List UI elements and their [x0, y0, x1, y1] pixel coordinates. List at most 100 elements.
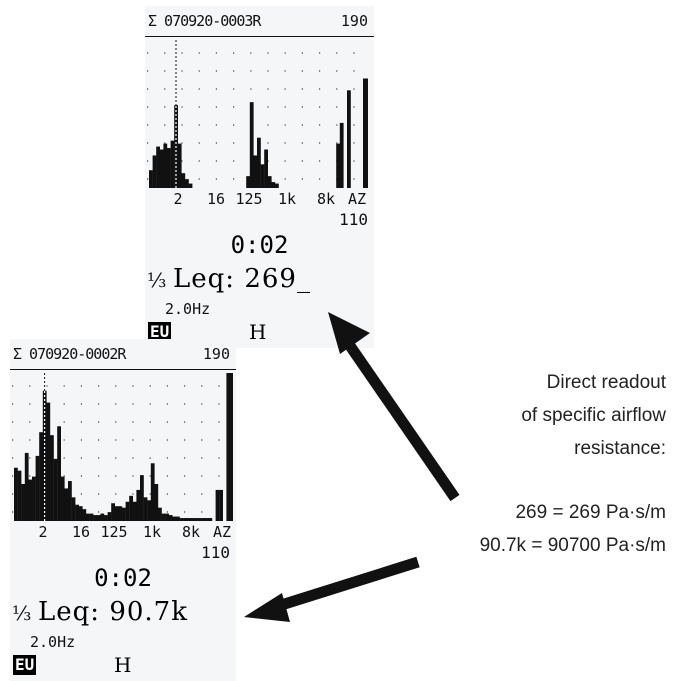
- tick-label: AZ: [212, 523, 232, 541]
- tick-label: 16: [206, 190, 226, 208]
- elapsed-time: 0:02: [94, 564, 152, 592]
- range-value: 190: [202, 345, 230, 363]
- tick-label: 8k: [181, 523, 201, 541]
- tick-label: 8k: [316, 190, 336, 208]
- annotation-line: Direct readout: [546, 372, 666, 393]
- spectrum-bar: [170, 140, 175, 188]
- meter-screen-a: Σ 070920-0003R 190 2 16 125 1k 8k AZ 110…: [145, 6, 374, 348]
- spectrum-bar: [64, 488, 69, 521]
- spectrum-bar: [249, 102, 254, 188]
- spectrum-bar: [21, 484, 25, 521]
- spectrum-bar: [168, 515, 173, 521]
- spectrum-bar: [154, 484, 159, 521]
- spectrum-bar: [122, 507, 126, 521]
- spectrum-bar: [125, 501, 130, 521]
- spectrum-bar: [71, 497, 76, 521]
- spectrum-bar: [136, 489, 141, 521]
- spectrum-bar: [163, 143, 168, 188]
- leq-readout: Leq: 90.7k: [38, 597, 188, 627]
- spectrum-bar: [204, 518, 209, 521]
- spectrum-bar: [89, 513, 94, 521]
- spectrum-bar: [253, 155, 258, 188]
- spectrum-bar: [257, 137, 261, 188]
- spectrum-bar: [75, 504, 79, 521]
- spectrum-bar: [118, 506, 123, 521]
- spectrum-bar: [60, 476, 65, 521]
- arrow-to-top-readout: [341, 336, 460, 502]
- eu-badge: EU: [148, 322, 172, 342]
- spectrum-bar: [152, 155, 157, 188]
- spectrum-bar: [177, 143, 182, 188]
- az-bar: [228, 373, 233, 521]
- screen-header: Σ 070920-0002R 190: [10, 339, 236, 370]
- annotation-line: of specific airflow: [521, 405, 666, 426]
- spectrum-bar: [93, 515, 97, 521]
- az-bar: [363, 78, 368, 188]
- spectrum-bar: [68, 481, 72, 521]
- measurement-id: Σ 070920-0002R: [13, 345, 126, 363]
- spectrum-bar: [215, 489, 220, 521]
- meter-screen-b: Σ 070920-0002R 190 2 16 125 1k 8k AZ 110…: [10, 339, 236, 681]
- spectrum-bar: [194, 518, 198, 521]
- spectrum-bar: [347, 90, 351, 188]
- equation-2: 90.7k = 90700 Pa·s/m: [479, 535, 666, 556]
- spectrum-bar: [159, 149, 164, 188]
- spectrum-bar: [336, 143, 340, 188]
- spectrum-bar: [143, 497, 148, 521]
- spectrum-bar: [267, 176, 272, 188]
- spectrum-bar: [35, 455, 40, 521]
- annotation-line: resistance:: [574, 438, 666, 459]
- third-octave-label: ⅓: [12, 601, 32, 625]
- spectrum-bar: [201, 518, 205, 521]
- spectrum-bar: [158, 507, 162, 521]
- spectrum-bar: [186, 518, 191, 521]
- spectrum-bar: [82, 509, 87, 521]
- spectrum-bar: [172, 516, 177, 521]
- tick-label: 1k: [277, 190, 297, 208]
- spectrum-bar: [167, 148, 171, 188]
- spectrum-bar: [140, 475, 144, 521]
- spectrum-bar: [149, 170, 153, 188]
- spectrum-bar: [111, 503, 115, 521]
- frequency-axis: 2 16 125 1k 8k AZ: [145, 190, 374, 210]
- spectrum-bar: [132, 501, 137, 521]
- spectrum-bar: [219, 489, 223, 521]
- tick-label: 2: [38, 523, 48, 541]
- spectrum-bar: [104, 515, 108, 521]
- spectrum-bar: [161, 513, 166, 521]
- spectrum-bar: [156, 146, 160, 188]
- spectrum-bar: [14, 467, 18, 521]
- spectrum-bar: [176, 516, 180, 521]
- spectrum-bar: [150, 463, 155, 521]
- range-value: 190: [340, 12, 368, 30]
- spectrum-bar: [17, 470, 22, 521]
- spectrum-chart: [147, 38, 369, 188]
- spectrum-bar: [96, 515, 101, 521]
- spectrum-bar: [185, 179, 189, 188]
- spectrum-bar: [86, 513, 90, 521]
- spectrum-bar: [46, 402, 51, 521]
- spectrum-bar: [78, 506, 83, 521]
- spectrum-bar: [165, 513, 169, 521]
- spectrum-bar: [147, 500, 151, 521]
- tick-label: AZ: [347, 190, 367, 208]
- hold-indicator: H: [249, 320, 267, 344]
- spectrum-bar: [24, 452, 29, 521]
- spectrum-bar: [181, 173, 186, 188]
- spectrum-bar: [208, 518, 213, 521]
- spectrum-bar: [53, 458, 58, 521]
- equation-1: 269 = 269 Pa·s/m: [515, 502, 666, 523]
- spectrum-bar: [57, 426, 61, 521]
- spectrum-bar: [100, 513, 105, 521]
- spectrum-chart: [12, 371, 234, 521]
- spectrum-bar: [246, 176, 250, 188]
- spectrum-bar: [179, 518, 184, 521]
- cursor-frequency: 2.0Hz: [165, 300, 211, 318]
- spectrum-bar: [50, 435, 54, 521]
- tick-label: 125: [235, 190, 263, 208]
- third-octave-label: ⅓: [147, 268, 167, 292]
- scale-value: 110: [201, 543, 230, 562]
- spectrum-bar: [260, 164, 265, 188]
- spectrum-bar: [264, 149, 268, 188]
- screen-header: Σ 070920-0003R 190: [145, 6, 374, 37]
